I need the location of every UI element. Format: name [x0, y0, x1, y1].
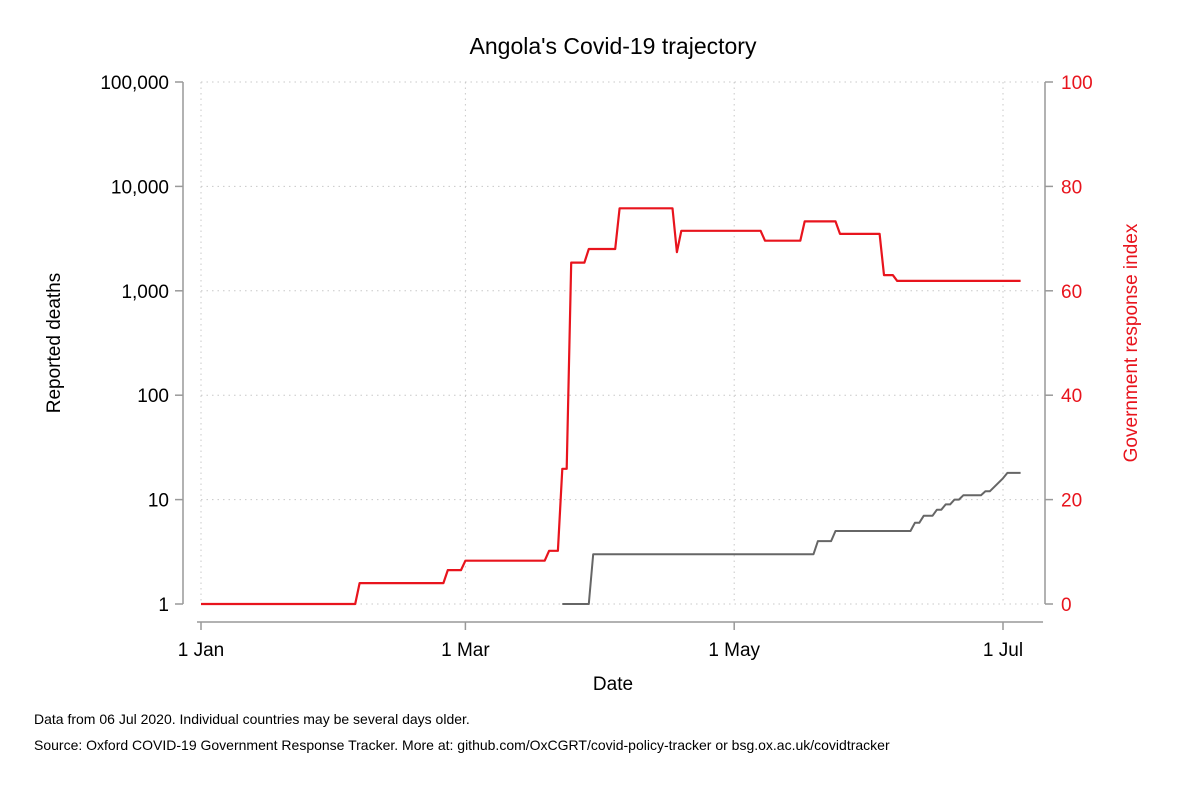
y-axis-left-tick-label: 100,000 — [100, 73, 169, 94]
footer-note-data-date: Data from 06 Jul 2020. Individual countr… — [34, 711, 470, 727]
axes: 1 10 100 1,000 10,000 100,000 0 20 40 60 80 100 1 Ja… — [100, 73, 1092, 661]
y-axis-left-label: Reported deaths — [44, 273, 65, 414]
series — [201, 207, 1021, 606]
chart-title: Angola's Covid-19 trajectory — [470, 33, 757, 59]
x-axis-tick-label: 1 Jan — [178, 640, 224, 661]
series-line-reported-deaths — [562, 471, 1021, 605]
y-axis-right-tick-label: 20 — [1061, 491, 1082, 512]
y-axis-right-label: Government response index — [1121, 223, 1142, 462]
y-axis-left-tick-label: 10,000 — [111, 177, 169, 198]
y-axis-left-tick-label: 1 — [158, 595, 169, 616]
y-axis-left-tick-label: 10 — [148, 491, 169, 512]
y-axis-right-tick-label: 80 — [1061, 177, 1082, 198]
series-line-government-response-index — [201, 207, 1021, 606]
grid — [200, 81, 1039, 605]
y-axis-right-tick-label: 60 — [1061, 282, 1082, 303]
y-axis-right-tick-label: 0 — [1061, 595, 1072, 616]
x-axis-tick-label: 1 Mar — [441, 640, 490, 661]
y-axis-left-tick-label: 100 — [137, 386, 169, 407]
x-axis-tick-label: 1 May — [708, 640, 760, 661]
x-axis-label: Date — [593, 674, 633, 695]
chart: Angola's Covid-19 trajectory 1 10 100 1,000… — [44, 33, 1142, 695]
y-axis-left-tick-label: 1,000 — [121, 282, 169, 303]
x-axis-tick-label: 1 Jul — [983, 640, 1023, 661]
y-axis-right-tick-label: 100 — [1061, 73, 1093, 94]
y-axis-right-tick-label: 40 — [1061, 386, 1082, 407]
footer-note-source: Source: Oxford COVID-19 Government Respo… — [34, 737, 890, 753]
